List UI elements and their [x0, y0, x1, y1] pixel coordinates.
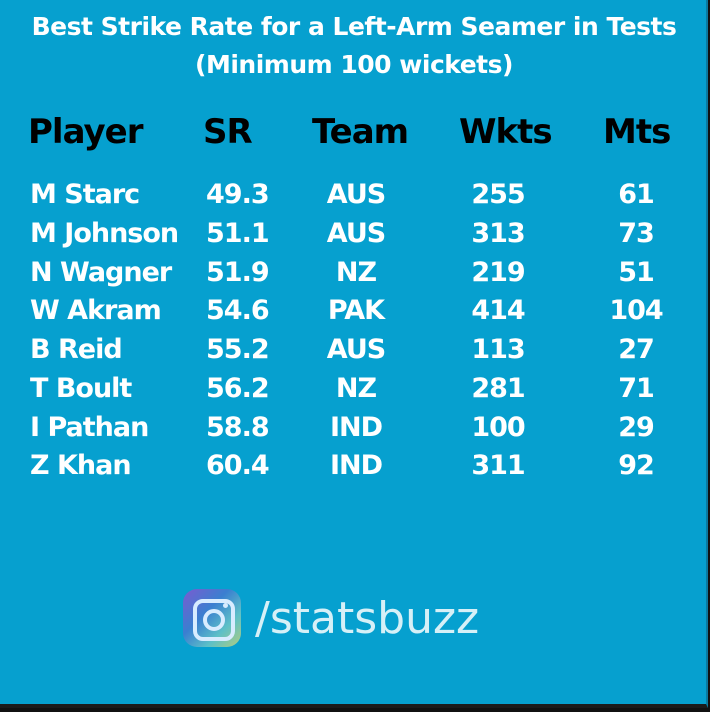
cell-player: M Johnson	[30, 218, 179, 249]
cell-player: N Wagner	[30, 257, 172, 288]
cell-team: NZ	[335, 373, 377, 404]
cell-wkts: 100	[471, 412, 525, 443]
cell-mts: 61	[618, 179, 655, 210]
cell-team: AUS	[326, 179, 386, 210]
cell-team: IND	[329, 412, 383, 443]
cell-sr: 51.1	[206, 218, 270, 249]
chart-subtitle: (Minimum 100 wickets)	[195, 50, 513, 79]
header-wkts: Wkts	[459, 112, 553, 152]
cell-sr: 54.6	[206, 295, 270, 326]
header-player: Player	[28, 112, 143, 152]
cell-player: Z Khan	[30, 450, 132, 481]
cell-player: I Pathan	[30, 412, 149, 443]
header-team: Team	[312, 112, 409, 152]
table-row: T Boult 56.2 NZ 281 71	[0, 373, 708, 411]
cell-wkts: 281	[471, 373, 525, 404]
cell-player: M Starc	[30, 179, 140, 210]
cell-team: IND	[329, 450, 383, 481]
table-row: N Wagner 51.9 NZ 219 51	[0, 257, 708, 295]
cell-wkts: 219	[471, 257, 525, 288]
cell-wkts: 113	[471, 334, 525, 365]
cell-team: NZ	[335, 257, 377, 288]
cell-player: B Reid	[30, 334, 123, 365]
cell-sr: 56.2	[206, 373, 270, 404]
cell-player: W Akram	[30, 295, 162, 326]
cell-sr: 51.9	[206, 257, 270, 288]
cell-wkts: 313	[471, 218, 525, 249]
table-row: Z Khan 60.4 IND 311 92	[0, 450, 708, 488]
table-row: M Johnson 51.1 AUS 313 73	[0, 218, 708, 256]
table-row: I Pathan 58.8 IND 100 29	[0, 412, 708, 450]
chart-title: Best Strike Rate for a Left-Arm Seamer i…	[31, 12, 677, 41]
cell-sr: 60.4	[206, 450, 270, 481]
cell-player: T Boult	[30, 373, 132, 404]
cell-wkts: 311	[471, 450, 525, 481]
cell-mts: 51	[618, 257, 655, 288]
cell-sr: 55.2	[206, 334, 270, 365]
cell-sr: 58.8	[206, 412, 270, 443]
cell-team: AUS	[326, 334, 386, 365]
cell-mts: 73	[618, 218, 655, 249]
cell-mts: 92	[618, 450, 655, 481]
cell-mts: 29	[618, 412, 655, 443]
cell-mts: 27	[618, 334, 655, 365]
header-mts: Mts	[603, 112, 671, 152]
cell-wkts: 414	[471, 295, 525, 326]
table-row: B Reid 55.2 AUS 113 27	[0, 334, 708, 372]
table-row: M Starc 49.3 AUS 255 61	[0, 179, 708, 217]
cell-team: PAK	[327, 295, 385, 326]
cell-mts: 104	[609, 295, 663, 326]
instagram-icon	[183, 589, 241, 647]
cell-mts: 71	[618, 373, 655, 404]
brand-footer: /statsbuzz	[183, 587, 479, 649]
cell-sr: 49.3	[206, 179, 270, 210]
cell-wkts: 255	[471, 179, 525, 210]
brand-handle: /statsbuzz	[255, 592, 480, 644]
header-sr: SR	[203, 112, 253, 152]
cell-team: AUS	[326, 218, 386, 249]
table-row: W Akram 54.6 PAK 414 104	[0, 295, 708, 333]
